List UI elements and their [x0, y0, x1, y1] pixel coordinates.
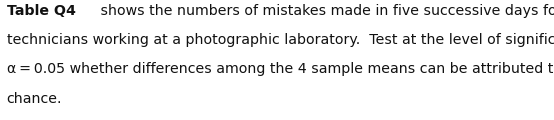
Text: α = 0.05 whether differences among the 4 sample means can be attributed to: α = 0.05 whether differences among the 4… — [7, 62, 554, 76]
Text: technicians working at a photographic laboratory.  Test at the level of signific: technicians working at a photographic la… — [7, 33, 554, 47]
Text: chance.: chance. — [7, 92, 62, 106]
Text: Table Q4: Table Q4 — [7, 4, 75, 18]
Text: shows the numbers of mistakes made in five successive days for 4: shows the numbers of mistakes made in fi… — [95, 4, 554, 18]
